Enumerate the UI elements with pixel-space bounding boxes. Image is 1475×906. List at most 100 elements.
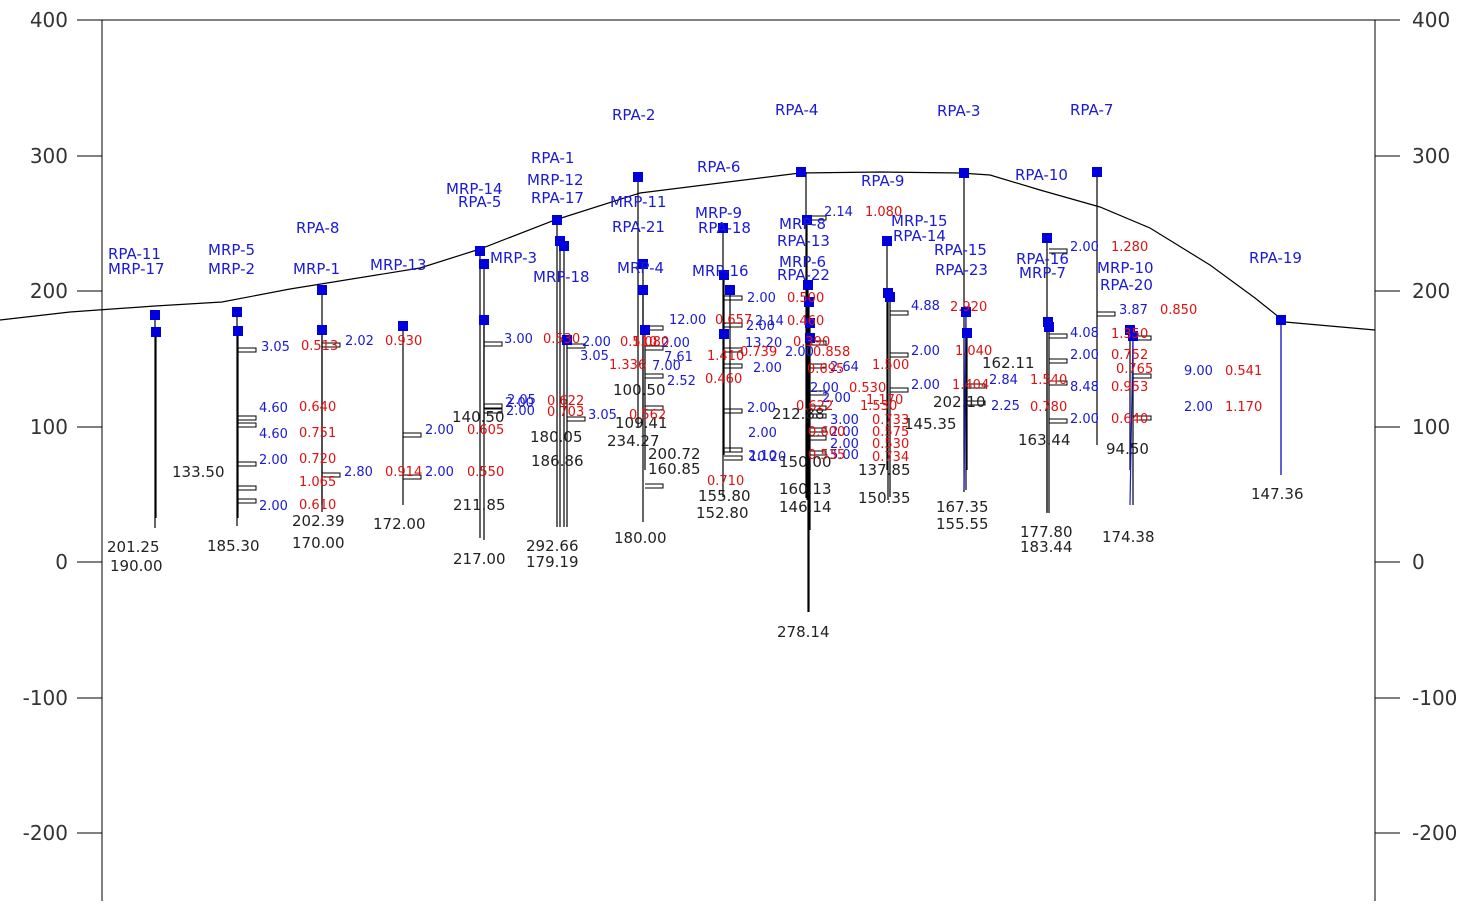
value-pointer <box>484 341 503 347</box>
borehole-marker[interactable] <box>805 318 815 328</box>
red-value: 0.390 <box>793 335 830 350</box>
borehole-marker[interactable] <box>961 307 971 317</box>
blue-value: 2.00 <box>746 319 775 334</box>
blue-value: 2.00 <box>810 381 839 396</box>
borehole-name: RPA-11 <box>108 245 161 263</box>
depth-label: 217.00 <box>453 550 506 568</box>
blue-value: 2.00 <box>830 437 859 452</box>
borehole-marker[interactable] <box>232 307 242 317</box>
borehole-marker[interactable] <box>633 172 643 182</box>
blue-value: 2.00 <box>259 453 288 468</box>
red-value: 0.858 <box>813 345 850 360</box>
borehole-name: MRP-8 <box>779 215 826 233</box>
borehole-marker[interactable] <box>1128 331 1138 341</box>
borehole-marker[interactable] <box>882 236 892 246</box>
blue-value: 4.60 <box>259 427 288 442</box>
borehole-name: MRP-9 <box>695 204 742 222</box>
value-pointer <box>484 403 503 409</box>
red-value: 0.622 <box>796 399 833 414</box>
borehole-marker[interactable] <box>803 280 813 290</box>
red-value: 1.336 <box>609 358 646 373</box>
blue-value: 3.87 <box>1119 303 1148 318</box>
depth-label: 172.00 <box>373 515 426 533</box>
borehole-marker[interactable] <box>804 297 814 307</box>
blue-value: 2.00 <box>1070 348 1099 363</box>
borehole-marker[interactable] <box>1125 325 1135 335</box>
borehole-marker[interactable] <box>796 167 806 177</box>
borehole-marker[interactable] <box>959 168 969 178</box>
borehole-marker[interactable] <box>317 285 327 295</box>
red-value: 0.640 <box>299 400 336 415</box>
borehole-marker[interactable] <box>1042 233 1052 243</box>
borehole-name: RPA-23 <box>935 261 988 279</box>
value-pointer <box>724 447 743 453</box>
left-tick-label: -100 <box>23 686 68 710</box>
borehole-marker[interactable] <box>718 223 728 233</box>
depth-label: 211.85 <box>453 496 506 514</box>
value-pointer <box>238 422 257 428</box>
borehole-marker[interactable] <box>719 329 729 339</box>
depth-label: 155.80 <box>698 487 751 505</box>
borehole-name: RPA-8 <box>296 219 339 237</box>
borehole-marker[interactable] <box>640 325 650 335</box>
red-value: 0.710 <box>707 474 744 489</box>
borehole-marker[interactable] <box>151 327 161 337</box>
borehole-marker[interactable] <box>962 328 972 338</box>
borehole-marker[interactable] <box>559 241 569 251</box>
depth-label: 278.14 <box>777 623 830 641</box>
value-pointer <box>645 483 664 489</box>
borehole-markers <box>150 167 1286 345</box>
borehole-marker[interactable] <box>552 215 562 225</box>
borehole-name: RPA-4 <box>775 101 818 119</box>
borehole-name: RPA-19 <box>1249 249 1302 267</box>
red-value: 1.040 <box>955 344 992 359</box>
value-pointer <box>724 455 743 461</box>
borehole-name: RPA-9 <box>861 172 904 190</box>
borehole-marker[interactable] <box>150 310 160 320</box>
depth-label: 152.80 <box>696 504 749 522</box>
value-pointer <box>808 435 827 441</box>
borehole-name: MRP-11 <box>610 193 667 211</box>
borehole-marker[interactable] <box>1044 322 1054 332</box>
value-pointer <box>1049 380 1068 386</box>
red-value: 0.930 <box>385 334 422 349</box>
borehole-marker[interactable] <box>317 325 327 335</box>
borehole-marker[interactable] <box>479 315 489 325</box>
borehole-marker[interactable] <box>1276 315 1286 325</box>
borehole-name: RPA-15 <box>934 241 987 259</box>
blue-value: 2.84 <box>989 373 1018 388</box>
borehole-marker[interactable] <box>562 335 572 345</box>
depth-label: 133.50 <box>172 463 225 481</box>
borehole-name: RPA-13 <box>777 232 830 250</box>
borehole-marker[interactable] <box>475 246 485 256</box>
red-value: 0.530 <box>872 437 909 452</box>
red-value: 0.765 <box>1116 362 1153 377</box>
borehole-marker[interactable] <box>802 215 812 225</box>
borehole-marker[interactable] <box>805 333 815 343</box>
depth-label: 160.13 <box>779 480 832 498</box>
borehole-marker[interactable] <box>719 270 729 280</box>
blue-value: 2.52 <box>667 374 696 389</box>
depth-label: 162.11 <box>982 354 1035 372</box>
borehole-marker[interactable] <box>398 321 408 331</box>
value-pointer <box>967 400 986 406</box>
borehole-name: RPA-21 <box>612 218 665 236</box>
borehole-marker[interactable] <box>725 285 735 295</box>
depth-label: 234.27 <box>607 432 660 450</box>
blue-value: 13.20 <box>745 336 782 351</box>
blue-value: 2.05 <box>507 393 536 408</box>
left-tick-label: 300 <box>30 144 68 168</box>
borehole-marker[interactable] <box>233 326 243 336</box>
borehole-marker[interactable] <box>638 285 648 295</box>
value-pointer <box>1049 418 1068 424</box>
blue-value: 2.80 <box>344 465 373 480</box>
borehole-marker[interactable] <box>479 259 489 269</box>
borehole-marker[interactable] <box>638 259 648 269</box>
blue-value: 2.00 <box>1070 240 1099 255</box>
value-pointer <box>808 390 827 396</box>
value-pointer <box>645 373 664 379</box>
borehole-marker[interactable] <box>1092 167 1102 177</box>
borehole-marker[interactable] <box>885 292 895 302</box>
depth-label: 155.55 <box>936 515 989 533</box>
